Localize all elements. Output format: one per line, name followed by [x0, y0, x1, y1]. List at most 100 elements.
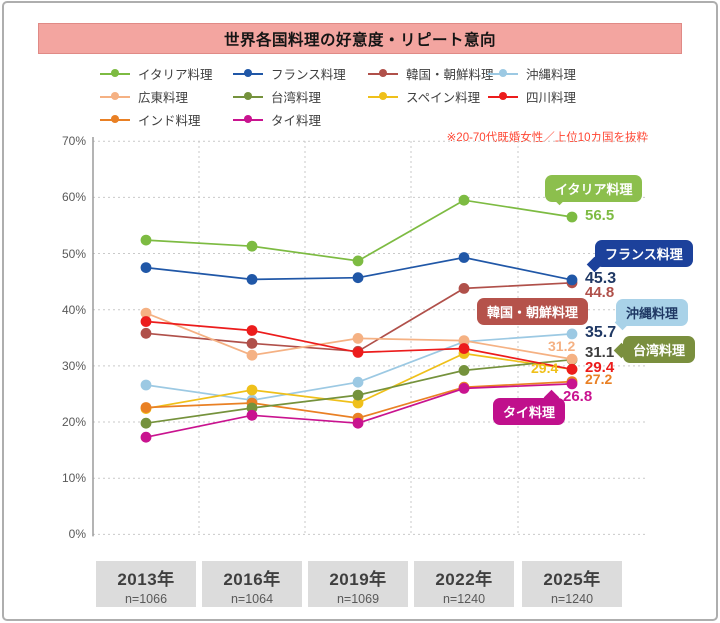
data-point-cantonese-2025年	[566, 353, 578, 365]
legend-label-okinawa: 沖縄料理	[526, 67, 577, 82]
data-point-french-2025年	[566, 274, 578, 286]
legend-item-cantonese: 広東料理	[100, 86, 188, 106]
end-label-okinawa: 35.7	[585, 323, 617, 341]
data-point-taiwan-2022年	[458, 365, 470, 376]
data-point-thai-2019年	[352, 417, 364, 429]
legend-marker-thai	[233, 114, 263, 124]
sample-size-text: n=1069	[336, 592, 380, 606]
end-label-spain: 29.4	[531, 360, 559, 376]
legend-label-sichuan: 四川料理	[526, 90, 577, 105]
data-point-italian-2025年	[566, 211, 578, 223]
legend-item-taiwan: 台湾料理	[233, 86, 321, 106]
legend-marker-cantonese	[100, 91, 130, 101]
callout-french: フランス料理	[595, 240, 693, 267]
legend-dot	[111, 92, 119, 100]
legend-item-korean: 韓国・朝鮮料理	[368, 63, 494, 83]
data-point-sichuan-2019年	[352, 347, 364, 358]
legend-label-spain: スペイン料理	[406, 90, 481, 105]
legend-label-taiwan: 台湾料理	[271, 90, 322, 105]
legend-dot	[244, 92, 252, 100]
y-axis-tick-20: 20%	[61, 415, 86, 430]
data-point-sichuan-2016年	[246, 325, 258, 336]
data-point-korean-2013年	[140, 327, 152, 339]
legend-dot	[379, 69, 387, 77]
legend-item-india: インド料理	[100, 109, 201, 129]
x-axis-label-2016年: 2016年 n=1064	[202, 561, 302, 607]
data-point-french-2019年	[352, 272, 364, 284]
y-axis-tick-70: 70%	[61, 134, 86, 149]
data-point-spain-2019年	[352, 397, 364, 409]
year-text: 2019年	[329, 570, 387, 589]
legend-label-cantonese: 広東料理	[138, 90, 189, 105]
footnote: ※20-70代既婚女性／上位10カ国を抜粋	[446, 132, 648, 144]
sample-size-text: n=1240	[550, 592, 594, 606]
legend-label-thai: タイ料理	[271, 113, 322, 128]
y-axis-tick-40: 40%	[61, 302, 86, 317]
data-point-sichuan-2025年	[566, 363, 578, 375]
data-point-french-2022年	[458, 252, 470, 263]
y-axis-tick-10: 10%	[61, 471, 86, 486]
legend-label-korean: 韓国・朝鮮料理	[406, 67, 494, 82]
legend-marker-sichuan	[488, 91, 518, 101]
y-axis-tick-30: 30%	[61, 358, 86, 373]
callout-italian: イタリア料理	[545, 175, 643, 202]
legend-item-spain: スペイン料理	[368, 86, 480, 106]
year-text: 2022年	[435, 570, 493, 589]
data-point-thai-2025年	[566, 378, 578, 390]
data-point-italian-2016年	[246, 240, 258, 252]
data-point-french-2013年	[140, 262, 152, 273]
end-label-sichuan: 29.4	[585, 359, 615, 377]
callout-okinawa: 沖縄料理	[616, 299, 689, 326]
data-point-italian-2022年	[458, 194, 470, 206]
legend-dot	[379, 92, 387, 100]
sample-size-text: n=1066	[124, 592, 168, 606]
legend-item-french: フランス料理	[233, 63, 346, 83]
data-point-cantonese-2022年	[458, 335, 470, 346]
end-label-italian: 56.5	[585, 207, 615, 225]
x-axis-label-2019年: 2019年 n=1069	[308, 561, 408, 607]
year-text: 2016年	[223, 570, 281, 589]
x-axis-label-2022年: 2022年 n=1240	[414, 561, 514, 607]
data-point-thai-2016年	[246, 409, 258, 421]
legend-label-italian: イタリア料理	[138, 67, 213, 82]
series-line-sichuan	[145, 320, 573, 371]
year-text: 2013年	[117, 570, 175, 589]
end-label-taiwan: 31.1	[585, 343, 615, 361]
year-text: 2025年	[543, 570, 601, 589]
legend-dot	[499, 92, 507, 100]
sample-size-text: n=1064	[230, 592, 274, 606]
end-label-korean: 44.8	[585, 283, 615, 301]
legend-marker-italian	[100, 68, 130, 78]
x-axis-label-2013年: 2013年 n=1066	[96, 561, 196, 607]
data-point-cantonese-2013年	[140, 307, 152, 319]
data-point-korean-2016年	[246, 338, 258, 349]
legend: イタリア料理 フランス料理 韓国・朝鮮料理 沖縄料理広東料理 台湾料理 スペイン料理 四川料…	[100, 63, 680, 133]
legend-marker-india	[100, 114, 130, 124]
legend-label-india: インド料理	[138, 113, 201, 128]
data-point-thai-2022年	[458, 383, 470, 394]
legend-marker-spain	[368, 91, 398, 101]
end-label-thai: 26.8	[563, 387, 593, 405]
legend-dot	[111, 115, 119, 123]
data-point-spain-2016年	[246, 384, 258, 396]
legend-marker-french	[233, 68, 263, 78]
data-point-italian-2013年	[140, 234, 152, 246]
y-axis-tick-0: 0%	[68, 527, 86, 542]
legend-item-sichuan: 四川料理	[488, 86, 576, 106]
data-point-italian-2019年	[352, 255, 364, 267]
legend-dot	[499, 69, 507, 77]
legend-dot	[244, 69, 252, 77]
data-point-french-2016年	[246, 274, 258, 285]
data-point-thai-2013年	[140, 431, 152, 443]
data-point-taiwan-2013年	[140, 417, 152, 429]
chart-title: 世界各国料理の好意度・リピート意向	[223, 31, 496, 49]
data-point-taiwan-2019年	[352, 389, 364, 401]
data-point-korean-2022年	[458, 283, 470, 294]
data-point-cantonese-2016年	[246, 349, 258, 361]
legend-marker-korean	[368, 68, 398, 78]
legend-item-italian: イタリア料理	[100, 63, 213, 83]
data-point-okinawa-2025年	[566, 328, 578, 340]
x-axis-label-2025年: 2025年 n=1240	[522, 561, 622, 607]
end-label-cantonese: 31.2	[548, 338, 576, 354]
